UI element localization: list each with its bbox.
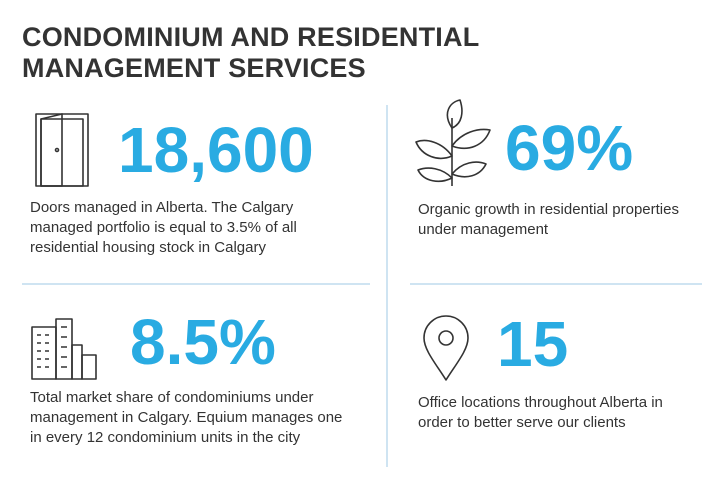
stat-description: Organic growth in residential properties… <box>418 200 679 240</box>
description-line: in every 12 condominium units in the cit… <box>30 429 301 446</box>
stat-value: 69% <box>505 112 634 184</box>
location-pin-icon <box>423 315 469 381</box>
description-line: Office locations throughout Alberta in <box>418 394 663 411</box>
title-line: CONDOMINIUM AND RESIDENTIAL <box>22 22 480 52</box>
description-line: under management <box>418 221 549 238</box>
vertical-divider <box>386 105 388 467</box>
plant-icon <box>415 99 491 186</box>
stat-value: 15 <box>497 308 569 380</box>
stat-description: Total market share of condominiums under… <box>30 388 342 448</box>
buildings-icon <box>31 318 97 380</box>
description-line: management in Calgary. Equium manages on… <box>30 409 343 426</box>
description-line: order to better serve our clients <box>418 414 626 431</box>
stat-value: 18,600 <box>118 114 314 186</box>
title-line: MANAGEMENT SERVICES <box>22 53 366 83</box>
stat-value: 8.5% <box>130 306 276 378</box>
description-line: Doors managed in Alberta. The Calgary <box>30 199 294 216</box>
description-line: managed portfolio is equal to 3.5% of al… <box>30 219 297 236</box>
description-line: Organic growth in residential properties <box>418 201 679 218</box>
stat-description: Doors managed in Alberta. The Calgary man… <box>30 198 297 258</box>
door-icon <box>35 113 89 187</box>
horizontal-divider <box>22 283 370 285</box>
horizontal-divider <box>410 283 702 285</box>
stat-description: Office locations throughout Alberta in or… <box>418 393 663 433</box>
page-title: CONDOMINIUM AND RESIDENTIAL MANAGEMENT SE… <box>22 22 479 84</box>
description-line: residential housing stock in Calgary <box>30 239 266 256</box>
description-line: Total market share of condominiums under <box>30 389 314 406</box>
